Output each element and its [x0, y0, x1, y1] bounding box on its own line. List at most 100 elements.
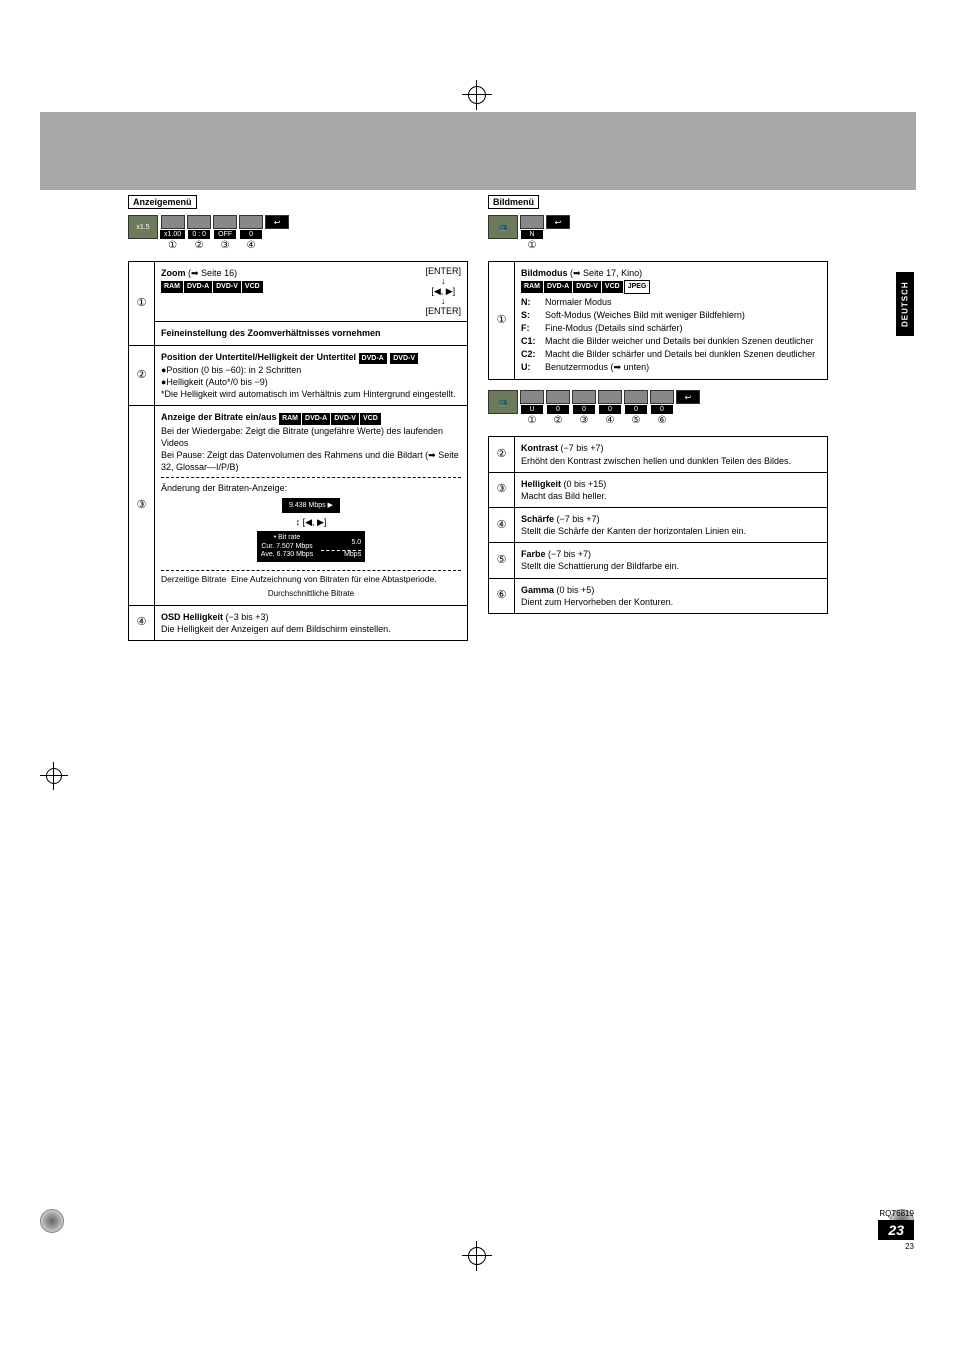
mode-key: U: [521, 361, 541, 373]
menu-pill: OFF [214, 230, 236, 239]
format-badge: DVD-A [359, 353, 387, 364]
row-content: Farbe (−7 bis +7) Stellt die Schattierung… [515, 543, 828, 578]
return-icon: ↩ [676, 390, 700, 404]
format-badge: JPEG [624, 280, 651, 293]
mode-key: C2: [521, 348, 541, 360]
menu-num: ② [195, 240, 204, 251]
info-line: Bei Pause: Zeigt das Datenvolumen des Ra… [161, 449, 461, 473]
menu-icon [572, 390, 596, 404]
table-row: ⑤Farbe (−7 bis +7)Stellt die Schattierun… [489, 543, 828, 578]
table-row: ⑥Gamma (0 bis +5)Dient zum Hervorheben d… [489, 578, 828, 613]
page-content: Anzeigemenü x1.5 x1.00① 0 : 0② OFF③ 0④ ↩… [128, 195, 828, 651]
row-content: Zoom (➡ Seite 16) RAMDVD-ADVD-VVCD [ENTE… [155, 262, 468, 322]
bullet: ●Helligkeit (Auto*/0 bis −9) [161, 376, 461, 388]
row-num: ② [129, 345, 155, 406]
row-content: Gamma (0 bis +5)Dient zum Hervorheben de… [515, 578, 828, 613]
return-icon: ↩ [546, 215, 570, 229]
param-desc: Macht das Bild heller. [521, 491, 607, 501]
param-desc: Erhöht den Kontrast zwischen hellen und … [521, 456, 791, 466]
center-mark-bottom [462, 1241, 492, 1271]
param-range: (0 bis +5) [557, 585, 595, 595]
menu-num: ④ [247, 240, 256, 251]
mode-key: F: [521, 322, 541, 334]
bullet: ●Position (0 bis −60): in 2 Schritten [161, 364, 461, 376]
legend-val: Eine Aufzeichnung von Bitraten für eine … [231, 574, 461, 585]
format-badge: RAM [521, 281, 543, 292]
row-ref: (➡ Seite 17, Kino) [570, 268, 642, 278]
param-range: (0 bis +15) [564, 479, 607, 489]
row-num: ② [489, 437, 515, 472]
doc-id: RQT6819 [878, 1209, 914, 1218]
right-column: Bildmenü 📺 N① ↩ ① Bildmodus (➡ Seite 17,… [488, 195, 828, 651]
row-range: (−3 bis +3) [226, 612, 269, 622]
graph-line: • Bit rate [261, 534, 313, 542]
row-content: Schärfe (−7 bis +7) Stellt die Schärfe de… [515, 507, 828, 542]
menu-main-icon: x1.5 [128, 215, 158, 239]
graph-unit: Mbps [321, 551, 361, 559]
param-name: Kontrast [521, 443, 558, 453]
row-num: ① [129, 262, 155, 346]
format-badge: DVD-V [213, 281, 241, 292]
row-content: Anzeige der Bitrate ein/aus RAMDVD-ADVD-… [155, 406, 468, 605]
legend-key: Derzeitige Bitrate [161, 574, 231, 585]
menu-pill: N [521, 230, 543, 239]
menu-pill: U [521, 405, 543, 414]
param-name: Farbe [521, 549, 546, 559]
row-num: ④ [489, 507, 515, 542]
header-grey-band [40, 112, 916, 190]
menu-pill: 0 [547, 405, 569, 414]
menu-icon [598, 390, 622, 404]
menu-main-icon: 📺 [488, 390, 518, 414]
row-num: ③ [489, 472, 515, 507]
menu-icon [213, 215, 237, 229]
param-range: (−7 bis +7) [557, 514, 600, 524]
menu-icon [520, 390, 544, 404]
param-name: Helligkeit [521, 479, 561, 489]
menu-icon [546, 390, 570, 404]
row-num: ④ [129, 605, 155, 640]
bitrate-display: 9.438 Mbps ▶ [282, 498, 340, 513]
language-tab: DEUTSCH [896, 272, 914, 336]
row-title: Anzeige der Bitrate ein/aus [161, 412, 277, 422]
table-row: ④ OSD Helligkeit (−3 bis +3) Die Helligk… [129, 605, 468, 640]
mode-val: Macht die Bilder weicher und Details bei… [545, 335, 814, 347]
table-row: ③ Anzeige der Bitrate ein/aus RAMDVD-ADV… [129, 406, 468, 605]
table-row: ② Position der Untertitel/Helligkeit der… [129, 345, 468, 406]
updown-icon: ↕ [296, 517, 301, 527]
row-title: OSD Helligkeit [161, 612, 223, 622]
row-num: ⑥ [489, 578, 515, 613]
mode-list: N:Normaler Modus S:Soft-Modus (Weiches B… [521, 296, 821, 374]
mode-val: Soft-Modus (Weiches Bild mit weniger Bil… [545, 309, 745, 321]
menu-icon [520, 215, 544, 229]
nav: [◀, ▶] [303, 517, 327, 527]
bild-icon-bar-2: 📺 U① 0② 0③ 0④ 0⑤ 0⑥ ↩ [488, 390, 828, 426]
row-title: Zoom [161, 268, 186, 278]
format-badge: DVD-A [302, 413, 330, 424]
param-range: (−7 bis +7) [548, 549, 591, 559]
menu-pill: x1.00 [160, 230, 185, 239]
menu-num: ① [528, 240, 537, 251]
menu-num: ④ [606, 415, 615, 426]
nav-step: [ENTER] [425, 307, 461, 317]
info-line: Bei der Wiedergabe: Zeigt die Bitrate (u… [161, 425, 461, 449]
menu-pill: 0 [599, 405, 621, 414]
param-desc: Stellt die Schattierung der Bildfarbe ei… [521, 561, 679, 571]
bitrate-graph: • Bit rate Cur. 7.507 Mbps Ave. 6.730 Mb… [257, 531, 365, 562]
bitrate-legend: Derzeitige Bitrate Eine Aufzeichnung von… [161, 570, 461, 585]
menu-pill: 0 [573, 405, 595, 414]
menu-num: ③ [580, 415, 589, 426]
page-number: 23 [878, 1220, 914, 1240]
legend-key: Durchschnittliche Bitrate [161, 589, 461, 600]
page-number-small: 23 [878, 1242, 914, 1251]
menu-num: ⑥ [658, 415, 667, 426]
menu-num: ⑤ [632, 415, 641, 426]
table-row: ②Kontrast (−7 bis +7)Erhöht den Kontrast… [489, 437, 828, 472]
table-row: ① Zoom (➡ Seite 16) RAMDVD-ADVD-VVCD [EN… [129, 262, 468, 322]
mode-val: Fine-Modus (Details sind schärfer) [545, 322, 683, 334]
param-desc: Stellt die Schärfe der Kanten der horizo… [521, 526, 746, 536]
graph-line: Ave. 6.730 Mbps [261, 551, 313, 559]
row-content: Bildmodus (➡ Seite 17, Kino) RAMDVD-ADVD… [515, 262, 828, 380]
center-mark-top [462, 80, 492, 110]
format-badge: DVD-V [331, 413, 359, 424]
param-name: Schärfe [521, 514, 554, 524]
